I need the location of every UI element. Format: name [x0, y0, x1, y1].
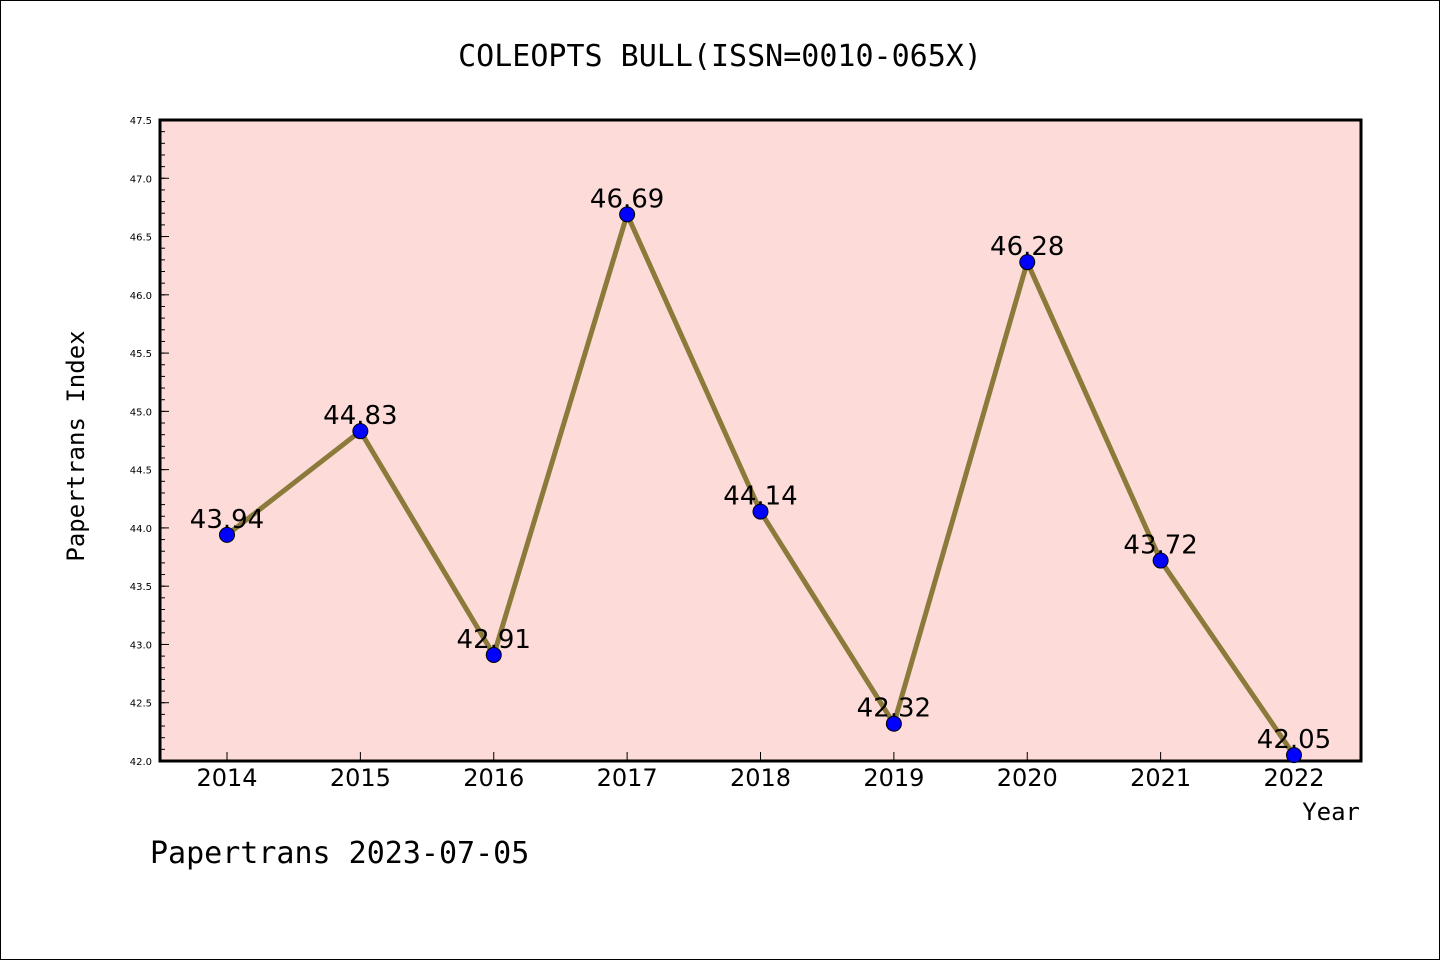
y-tick-label: 45.5: [130, 349, 152, 360]
x-tick-label: 2015: [330, 764, 391, 792]
x-tick-label: 2014: [196, 764, 257, 792]
data-label: 42.32: [857, 694, 931, 724]
data-point: [1019, 254, 1036, 271]
data-label: 44.14: [723, 482, 797, 512]
plot-area: [158, 118, 1363, 763]
y-tick-label: 43.0: [130, 640, 152, 651]
y-tick-label: 42.5: [130, 699, 152, 710]
y-tick-label: 47.5: [130, 116, 152, 127]
x-axis: 2014 2015 2016 2017 2018 2019 2020 2021 2022: [196, 752, 1325, 792]
data-label: 46.28: [990, 232, 1064, 262]
y-tick-label: 47.0: [130, 174, 152, 185]
data-label: 43.94: [190, 505, 264, 535]
x-tick-label: 2020: [997, 764, 1058, 792]
x-tick-label: 2018: [730, 764, 791, 792]
data-label: 43.72: [1123, 531, 1197, 561]
data-point: [1286, 747, 1302, 764]
y-tick-label: 44.5: [130, 466, 152, 477]
x-axis-label: Year: [1302, 798, 1360, 826]
data-point: [219, 526, 235, 543]
x-tick-label: 2019: [863, 764, 924, 792]
data-point: [1152, 552, 1169, 569]
marker-group: [219, 206, 1302, 764]
y-tick-label: 42.0: [130, 757, 152, 768]
data-point: [619, 206, 636, 223]
y-tick-label: 43.5: [130, 582, 152, 593]
data-point: [485, 646, 502, 663]
data-label: 44.83: [323, 401, 397, 431]
data-point: [352, 423, 369, 440]
y-tick-label: 44.0: [130, 524, 152, 535]
y-axis: 42.0 42.5 43.0 43.5 44.0 44.5 45.0 45.5 46.0 46.5…: [130, 116, 169, 768]
y-tick-label: 46.5: [130, 233, 152, 244]
data-label-group: 43.94 44.83 42.91 46.69 44.14 42.32 46.28 43.72…: [190, 184, 1331, 755]
x-tick-label: 2017: [597, 764, 658, 792]
y-tick-label: 46.0: [130, 291, 152, 302]
x-tick-label: 2022: [1263, 764, 1324, 792]
data-label: 42.05: [1257, 725, 1331, 755]
data-label: 46.69: [590, 184, 664, 214]
y-tick-label: 45.0: [130, 407, 152, 418]
data-point: [752, 503, 769, 520]
data-label: 42.91: [457, 625, 531, 655]
x-tick-label: 2016: [463, 764, 524, 792]
footer-text: Papertrans 2023-07-05: [150, 836, 529, 871]
x-tick-label: 2021: [1130, 764, 1191, 792]
chart-title: COLEOPTS BULL(ISSN=0010-065X): [458, 39, 982, 74]
data-point: [885, 715, 902, 732]
y-axis-label: Papertrans Index: [62, 330, 90, 561]
